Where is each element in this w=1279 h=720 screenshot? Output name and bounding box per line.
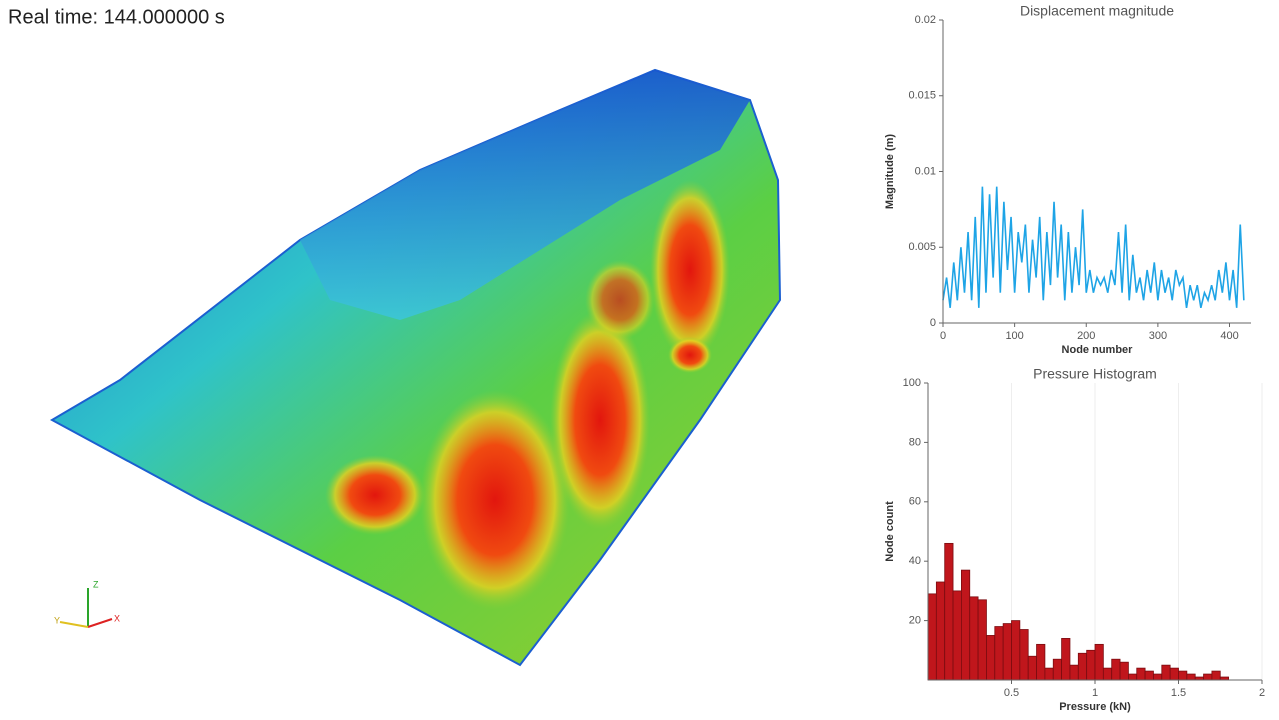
x-tick-label: 100 xyxy=(1005,330,1023,342)
x-tick-label: 0 xyxy=(940,330,946,342)
histogram-bar xyxy=(1094,643,1104,681)
histogram-bar xyxy=(1211,670,1221,681)
x-tick-label: 300 xyxy=(1149,330,1167,342)
x-tick-label: 1.5 xyxy=(1171,687,1186,699)
x-label: X xyxy=(114,613,120,623)
x-tick-label: 200 xyxy=(1077,330,1095,342)
x-tick-label: 0.5 xyxy=(1004,687,1019,699)
y-label: Y xyxy=(54,615,60,625)
x-axis-label: Node number xyxy=(1062,344,1134,356)
histogram-bar xyxy=(1178,670,1188,681)
chart-title: Pressure Histogram xyxy=(1033,366,1157,382)
chart-title: Displacement magnitude xyxy=(1020,3,1174,19)
y-tick-label: 0.01 xyxy=(915,165,936,177)
histogram-bar xyxy=(1169,667,1179,681)
histogram-bar xyxy=(1203,673,1213,681)
histogram-bar xyxy=(1136,667,1146,681)
histogram-bar xyxy=(935,581,946,681)
x-tick-label: 2 xyxy=(1259,687,1265,699)
y-tick-label: 60 xyxy=(909,496,921,508)
histogram-bar xyxy=(1119,661,1129,681)
y-tick-label: 40 xyxy=(909,555,921,567)
x-tick-label: 1 xyxy=(1092,687,1098,699)
histogram-bar xyxy=(1027,655,1037,681)
y-axis-label: Node count xyxy=(884,501,896,562)
histogram-bar xyxy=(977,599,987,681)
y-axis-label: Magnitude (m) xyxy=(884,134,896,209)
histogram-bar xyxy=(1086,649,1096,681)
histogram-bar xyxy=(1111,658,1121,681)
histogram-bar xyxy=(1144,670,1154,681)
y-tick-label: 20 xyxy=(909,615,921,627)
histogram-bar xyxy=(1102,667,1113,681)
mesh-render xyxy=(49,68,782,667)
histogram-bar xyxy=(994,626,1004,681)
histogram-bar xyxy=(927,593,937,681)
histogram-bar xyxy=(944,542,954,681)
x-axis-label: Pressure (kN) xyxy=(1059,701,1131,713)
histogram-bar xyxy=(952,590,962,681)
real-time-label: Real time: 144.000000 s xyxy=(8,6,225,28)
histogram-bar xyxy=(1128,673,1138,681)
histogram-bar xyxy=(969,596,979,681)
histogram-bar xyxy=(1186,673,1196,681)
y-tick-label: 80 xyxy=(909,436,921,448)
histogram-bar xyxy=(1161,664,1171,681)
data-line xyxy=(942,186,1245,309)
axes-triad: Z X Y xyxy=(54,579,120,628)
x-tick-label: 400 xyxy=(1220,330,1238,342)
histogram-bar xyxy=(1052,658,1062,681)
histogram-bar xyxy=(1036,643,1046,681)
z-label: Z xyxy=(93,579,99,589)
histogram-bar xyxy=(1077,652,1088,681)
y-tick-label: 0.015 xyxy=(908,90,936,102)
histogram-bar xyxy=(1044,667,1054,681)
histogram-bar xyxy=(986,635,996,681)
histogram-bar xyxy=(961,569,971,681)
histogram-bar xyxy=(1061,638,1071,681)
y-tick-label: 0.005 xyxy=(908,241,936,253)
y-tick-label: 0 xyxy=(930,317,936,329)
y-tick-label: 0.02 xyxy=(915,14,936,26)
histogram-bar xyxy=(1011,620,1021,681)
histogram-bar xyxy=(1069,664,1079,681)
y-tick-label: 100 xyxy=(903,377,921,389)
histogram-bar xyxy=(1019,629,1029,681)
histogram-bar xyxy=(1002,623,1012,681)
histogram-bar xyxy=(1153,673,1163,681)
